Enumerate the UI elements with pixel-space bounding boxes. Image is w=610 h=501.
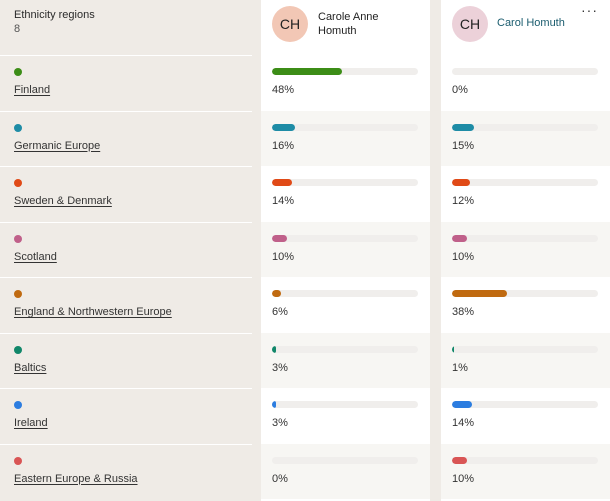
region-link[interactable]: Eastern Europe & Russia: [14, 472, 138, 485]
row-divider: [0, 221, 252, 223]
percentage-bar-fill: [272, 234, 287, 242]
percentage-bar-fill: [452, 234, 467, 242]
column-gap: [252, 0, 261, 501]
row-shade: [261, 110, 430, 166]
percentage-bar-fill: [452, 179, 470, 186]
region-label-column: [0, 0, 252, 501]
row-divider: [0, 388, 252, 389]
percentage-bar-fill: [452, 456, 467, 464]
row-shade: [261, 332, 430, 388]
percentage-value: 3%: [272, 417, 288, 429]
region-color-dot: [14, 234, 22, 243]
region-color-dot: [14, 456, 22, 465]
percentage-bar-fill: [272, 68, 343, 75]
percentage-bar-fill: [452, 345, 454, 353]
row-shade: [261, 443, 430, 499]
percentage-value: 6%: [272, 306, 288, 318]
region-link[interactable]: Ireland: [14, 417, 48, 429]
percentage-bar-fill: [272, 401, 277, 408]
region-count: 8: [14, 23, 21, 35]
percentage-bar-track: [272, 123, 418, 131]
person-name-link[interactable]: Carol Homuth: [497, 17, 565, 29]
percentage-bar-track: [452, 234, 598, 242]
percentage-value: 1%: [452, 361, 468, 374]
percentage-value: 12%: [452, 195, 475, 207]
region-color-dot: [14, 179, 22, 187]
percentage-bar-fill: [452, 290, 508, 297]
row-divider: [0, 55, 252, 56]
percentage-value: 0%: [452, 84, 468, 96]
region-link[interactable]: Sweden & Denmark: [14, 195, 112, 207]
percentage-bar-track: [452, 68, 598, 75]
region-link[interactable]: England & Northwestern Europe: [14, 306, 172, 318]
row-shade: [441, 443, 610, 499]
more-horizontal-icon[interactable]: ···: [581, 2, 598, 18]
percentage-bar-track: [452, 401, 598, 408]
percentage-value: 10%: [452, 250, 475, 263]
region-color-dot: [14, 345, 22, 354]
region-link[interactable]: Baltics: [14, 361, 47, 374]
percentage-value: 3%: [272, 361, 288, 374]
percentage-value: 15%: [452, 139, 475, 152]
region-color-dot: [14, 290, 22, 298]
row-divider: [0, 443, 252, 445]
percentage-value: 14%: [452, 417, 475, 429]
percentage-bar-track: [452, 290, 598, 297]
avatar[interactable]: CH: [272, 6, 308, 42]
table-title: Ethnicity regions: [14, 9, 95, 21]
percentage-bar-fill: [272, 123, 296, 131]
percentage-bar-track: [452, 179, 598, 186]
percentage-value: 38%: [452, 306, 475, 318]
percentage-bar-track: [272, 290, 418, 297]
row-divider: [0, 332, 252, 334]
percentage-value: 10%: [272, 250, 295, 263]
percentage-bar-track: [272, 401, 418, 408]
row-shade: [441, 221, 610, 277]
percentage-value: 16%: [272, 139, 295, 152]
percentage-bar-track: [272, 179, 418, 186]
row-divider: [0, 110, 252, 112]
percentage-bar-track: [272, 456, 418, 464]
percentage-bar-track: [272, 234, 418, 242]
region-link[interactable]: Finland: [14, 84, 51, 96]
percentage-bar-fill: [272, 345, 277, 353]
percentage-bar-track: [272, 345, 418, 353]
row-shade: [261, 221, 430, 277]
region-color-dot: [14, 401, 22, 409]
percentage-value: 48%: [272, 84, 295, 96]
percentage-value: 10%: [452, 472, 475, 485]
percentage-value: 14%: [272, 195, 295, 207]
region-link[interactable]: Germanic Europe: [14, 139, 101, 152]
percentage-bar-fill: [272, 290, 281, 297]
region-color-dot: [14, 68, 22, 76]
percentage-bar-fill: [452, 123, 474, 131]
percentage-bar-fill: [452, 401, 473, 408]
percentage-bar-track: [452, 123, 598, 131]
region-color-dot: [14, 123, 22, 132]
avatar[interactable]: CH: [452, 6, 488, 42]
table-header: Ethnicity regions 8: [14, 9, 95, 64]
percentage-value: 0%: [272, 472, 288, 485]
region-link[interactable]: Scotland: [14, 250, 57, 263]
column-gap: [430, 0, 441, 501]
percentage-bar-track: [452, 345, 598, 353]
row-shade: [441, 110, 610, 166]
row-shade: [441, 332, 610, 388]
row-divider: [0, 166, 252, 167]
percentage-bar-track: [272, 68, 418, 75]
percentage-bar-track: [452, 456, 598, 464]
row-divider: [0, 277, 252, 278]
percentage-bar-fill: [272, 179, 293, 186]
person-name[interactable]: Carole Anne Homuth: [318, 11, 379, 37]
